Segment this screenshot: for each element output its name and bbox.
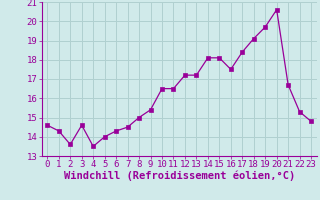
X-axis label: Windchill (Refroidissement éolien,°C): Windchill (Refroidissement éolien,°C)	[64, 171, 295, 181]
